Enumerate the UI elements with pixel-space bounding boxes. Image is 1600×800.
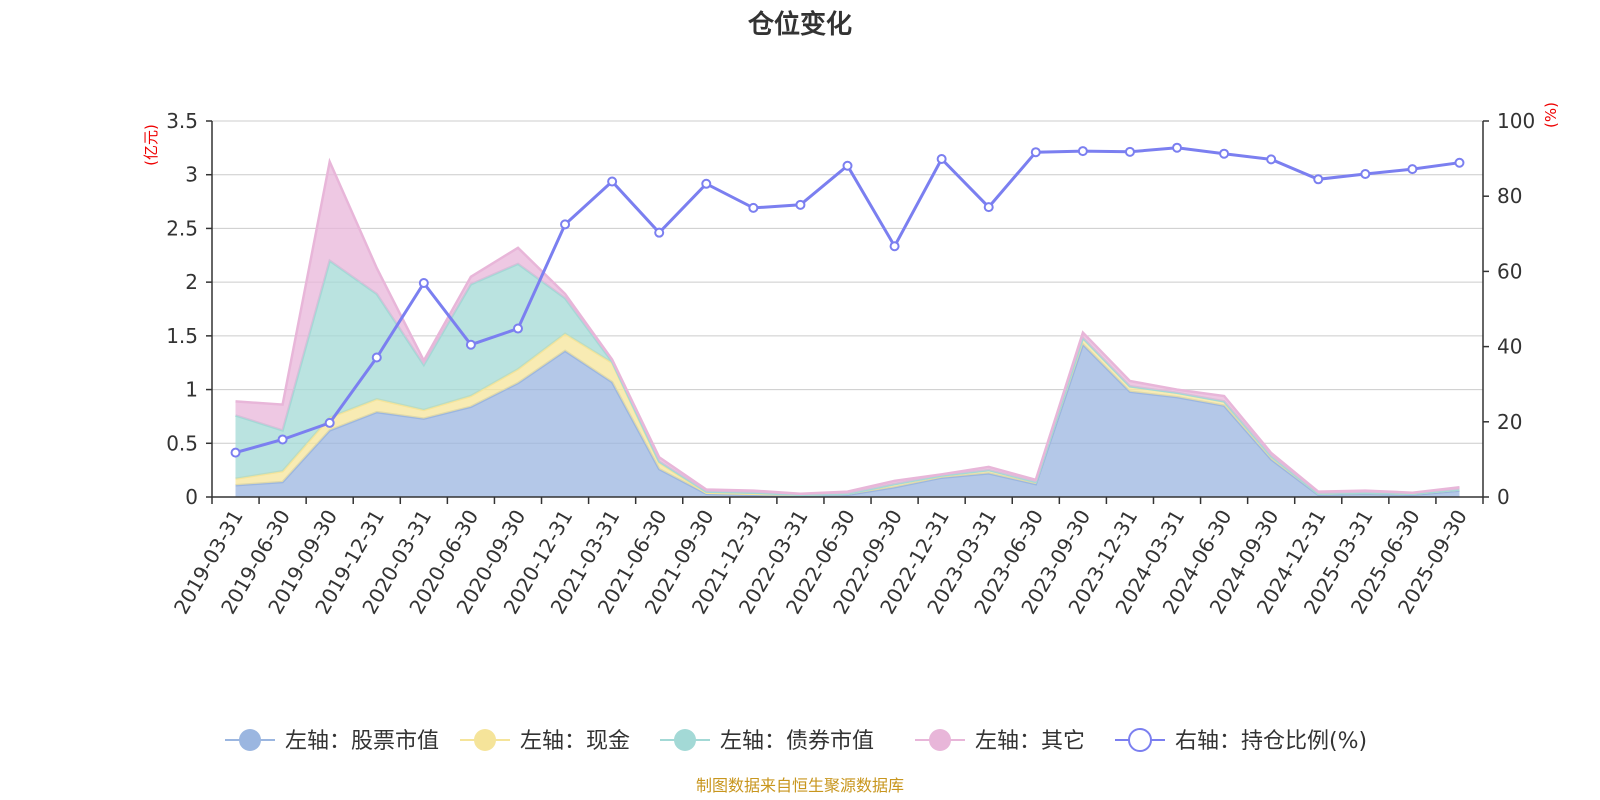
legend-label: 右轴：持仓比例(%) <box>1175 729 1367 754</box>
legend-label: 左轴：债券市值 <box>720 729 874 754</box>
left-tick-label: 2.5 <box>166 216 198 240</box>
legend-label: 左轴：现金 <box>520 729 630 754</box>
right-tick-label: 40 <box>1497 335 1522 359</box>
legend-item-1: 左轴：股票市值 <box>225 729 439 754</box>
legend-marker <box>1129 729 1151 751</box>
ratio-point <box>279 435 287 443</box>
ratio-point <box>1079 147 1087 155</box>
data-source-note: 制图数据来自恒生聚源数据库 <box>696 776 904 795</box>
right-tick-label: 60 <box>1497 259 1522 283</box>
legend: 左轴：股票市值 左轴：现金 左轴：债券市值 左轴：其它 右轴：持仓比例(%) <box>225 729 1367 754</box>
legend-marker <box>239 729 261 751</box>
left-tick-label: 1.5 <box>166 324 198 348</box>
left-tick-label: 0 <box>185 485 198 509</box>
ratio-point <box>326 419 334 427</box>
ratio-point <box>608 178 616 186</box>
ratio-point <box>1267 155 1275 163</box>
ratio-point <box>561 220 569 228</box>
left-axis-unit: (亿元) <box>142 124 160 166</box>
ratio-point <box>232 449 240 457</box>
legend-marker <box>674 729 696 751</box>
left-tick-label: 1 <box>185 378 198 402</box>
right-tick-label: 80 <box>1497 184 1522 208</box>
ratio-point <box>1032 148 1040 156</box>
right-axis-unit: (%) <box>1542 102 1560 128</box>
ratio-point <box>891 242 899 250</box>
ratio-point <box>702 180 710 188</box>
left-tick-label: 2 <box>185 270 198 294</box>
ratio-point <box>1126 148 1134 156</box>
right-axis-ticks: 0 20 40 60 80 100 <box>1483 109 1535 509</box>
left-axis-ticks: 0 0.5 1 1.5 2 2.5 3 3.5 <box>166 109 212 509</box>
legend-label: 左轴：其它 <box>975 729 1085 754</box>
right-tick-label: 0 <box>1497 485 1510 509</box>
ratio-point <box>985 203 993 211</box>
ratio-point <box>1220 150 1228 158</box>
ratio-point <box>1173 144 1181 152</box>
left-tick-label: 0.5 <box>166 431 198 455</box>
right-tick-label: 20 <box>1497 410 1522 434</box>
chart-title: 仓位变化 <box>747 9 852 40</box>
legend-item-4: 左轴：其它 <box>915 729 1085 754</box>
legend-label: 左轴：股票市值 <box>285 729 439 754</box>
ratio-point <box>514 325 522 333</box>
ratio-point <box>796 201 804 209</box>
stacked-areas <box>236 162 1460 497</box>
left-tick-label: 3 <box>185 163 198 187</box>
ratio-point <box>749 204 757 212</box>
legend-item-2: 左轴：现金 <box>460 729 630 754</box>
ratio-point <box>844 162 852 170</box>
right-tick-label: 100 <box>1497 109 1535 133</box>
ratio-point <box>1361 170 1369 178</box>
ratio-point <box>938 155 946 163</box>
legend-item-5: 右轴：持仓比例(%) <box>1115 729 1367 754</box>
ratio-point <box>1408 165 1416 173</box>
legend-item-3: 左轴：债券市值 <box>660 729 874 754</box>
ratio-point <box>373 354 381 362</box>
legend-marker <box>929 729 951 751</box>
left-tick-label: 3.5 <box>166 109 198 133</box>
ratio-point <box>467 341 475 349</box>
legend-marker <box>474 729 496 751</box>
ratio-point <box>420 279 428 287</box>
ratio-point <box>655 229 663 237</box>
ratio-point <box>1455 159 1463 167</box>
x-axis-ticks: 2019-03-312019-06-302019-09-302019-12-31… <box>169 497 1483 618</box>
ratio-point <box>1314 175 1322 183</box>
